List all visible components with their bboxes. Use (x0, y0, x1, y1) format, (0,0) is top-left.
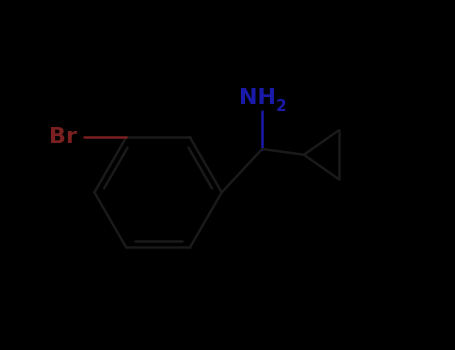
Text: 2: 2 (276, 99, 287, 114)
Text: Br: Br (49, 127, 77, 147)
Text: NH: NH (239, 89, 276, 108)
